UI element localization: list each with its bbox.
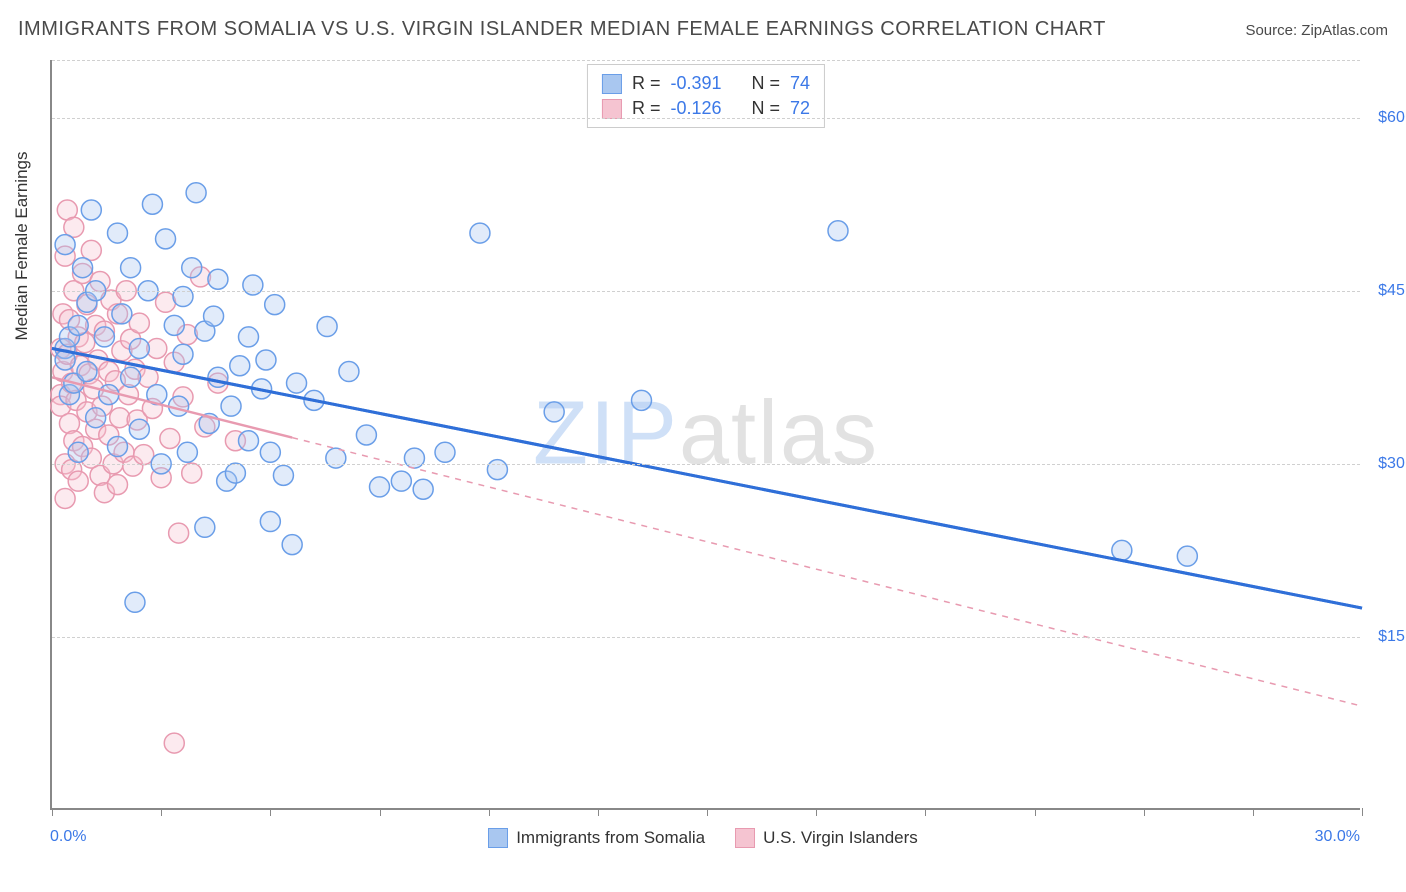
scatter-svg xyxy=(52,60,1360,808)
scatter-point xyxy=(544,402,564,422)
y-tick-label: $30,000 xyxy=(1366,455,1406,473)
scatter-point xyxy=(99,385,119,405)
scatter-point xyxy=(260,512,280,532)
scatter-point xyxy=(204,306,224,326)
scatter-point xyxy=(55,488,75,508)
legend-label-blue: Immigrants from Somalia xyxy=(516,828,705,848)
scatter-point xyxy=(108,475,128,495)
scatter-point xyxy=(108,223,128,243)
scatter-point xyxy=(94,327,114,347)
scatter-point xyxy=(435,442,455,462)
legend-label-pink: U.S. Virgin Islanders xyxy=(763,828,918,848)
trend-line-blue xyxy=(52,348,1362,608)
scatter-point xyxy=(256,350,276,370)
scatter-point xyxy=(73,258,93,278)
scatter-point xyxy=(108,437,128,457)
scatter-point xyxy=(391,471,411,491)
scatter-point xyxy=(470,223,490,243)
scatter-point xyxy=(221,396,241,416)
scatter-point xyxy=(273,465,293,485)
scatter-point xyxy=(1112,540,1132,560)
plot-area: ZIPatlas R = -0.391 N = 74 R = -0.126 N … xyxy=(50,60,1360,810)
scatter-point xyxy=(68,442,88,462)
scatter-point xyxy=(632,390,652,410)
source-label: Source: ZipAtlas.com xyxy=(1245,22,1388,39)
scatter-point xyxy=(413,479,433,499)
y-tick-label: $60,000 xyxy=(1366,109,1406,127)
scatter-point xyxy=(142,194,162,214)
scatter-point xyxy=(173,344,193,364)
trend-line-dash xyxy=(292,438,1362,707)
scatter-point xyxy=(239,431,259,451)
scatter-point xyxy=(112,304,132,324)
scatter-point xyxy=(86,408,106,428)
legend-item-blue: Immigrants from Somalia xyxy=(488,828,705,848)
y-tick-label: $45,000 xyxy=(1366,282,1406,300)
scatter-point xyxy=(208,269,228,289)
scatter-point xyxy=(182,463,202,483)
scatter-point xyxy=(828,221,848,241)
scatter-point xyxy=(173,287,193,307)
legend-item-pink: U.S. Virgin Islanders xyxy=(735,828,918,848)
legend-series: Immigrants from Somalia U.S. Virgin Isla… xyxy=(0,828,1406,848)
scatter-point xyxy=(68,315,88,335)
scatter-point xyxy=(339,362,359,382)
scatter-point xyxy=(121,367,141,387)
scatter-point xyxy=(239,327,259,347)
scatter-point xyxy=(81,200,101,220)
scatter-point xyxy=(160,428,180,448)
scatter-point xyxy=(287,373,307,393)
scatter-point xyxy=(487,460,507,480)
scatter-point xyxy=(164,733,184,753)
chart-title: IMMIGRANTS FROM SOMALIA VS U.S. VIRGIN I… xyxy=(18,18,1106,41)
scatter-point xyxy=(208,367,228,387)
scatter-point xyxy=(243,275,263,295)
y-axis-title: Median Female Earnings xyxy=(12,152,32,341)
scatter-point xyxy=(177,442,197,462)
scatter-point xyxy=(68,471,88,491)
scatter-point xyxy=(225,463,245,483)
scatter-point xyxy=(164,315,184,335)
scatter-point xyxy=(1177,546,1197,566)
scatter-point xyxy=(129,419,149,439)
scatter-point xyxy=(317,317,337,337)
scatter-point xyxy=(55,235,75,255)
scatter-point xyxy=(182,258,202,278)
scatter-point xyxy=(121,258,141,278)
swatch-pink-icon xyxy=(735,828,755,848)
scatter-point xyxy=(404,448,424,468)
scatter-point xyxy=(265,295,285,315)
scatter-point xyxy=(156,229,176,249)
scatter-point xyxy=(356,425,376,445)
y-tick-label: $15,000 xyxy=(1366,628,1406,646)
scatter-point xyxy=(230,356,250,376)
scatter-point xyxy=(186,183,206,203)
scatter-point xyxy=(370,477,390,497)
scatter-point xyxy=(195,517,215,537)
scatter-point xyxy=(77,362,97,382)
scatter-point xyxy=(282,535,302,555)
scatter-point xyxy=(260,442,280,462)
scatter-point xyxy=(125,592,145,612)
scatter-point xyxy=(169,523,189,543)
scatter-point xyxy=(129,338,149,358)
swatch-blue-icon xyxy=(488,828,508,848)
